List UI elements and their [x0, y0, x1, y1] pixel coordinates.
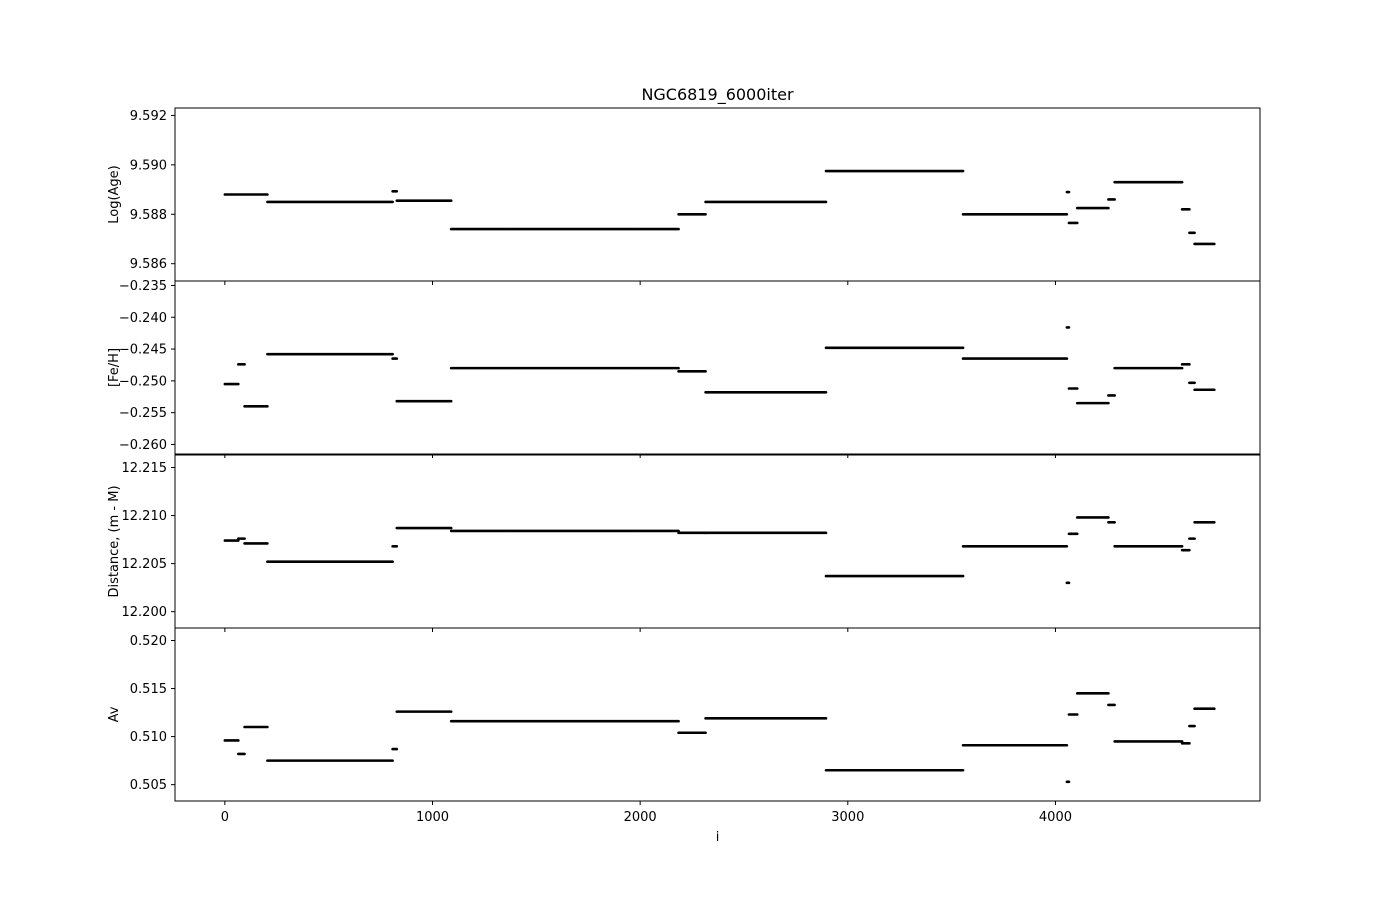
y-tick-label: −0.245: [119, 343, 167, 358]
y-tick-label: 9.586: [130, 257, 167, 272]
y-tick-label: 12.215: [122, 461, 168, 476]
chart-title: NGC6819_6000iter: [641, 85, 794, 105]
panel-frame: [174, 454, 1261, 629]
y-tick-label: −0.235: [119, 279, 167, 294]
y-tick-label: −0.255: [119, 406, 167, 421]
y-tick-label: 12.200: [122, 605, 168, 620]
y-axis-label: Log(Age): [107, 165, 122, 224]
y-tick-label: −0.250: [119, 374, 167, 389]
panel-frame: [174, 280, 1261, 455]
panel-1: 9.586 9.588 9.590 9.592 Log(Age): [107, 107, 1261, 285]
y-tick-label: −0.260: [119, 438, 167, 453]
x-tick-label: 4000: [1039, 810, 1072, 825]
y-tick-label: 0.520: [130, 634, 167, 649]
y-tick-label: 0.515: [130, 682, 167, 697]
y-tick-label: 0.505: [130, 778, 167, 793]
y-tick-label: 12.210: [122, 509, 168, 524]
y-axis-label: Av: [107, 706, 122, 722]
y-tick-label: 12.205: [122, 557, 168, 572]
y-axis-label: Distance, (m - M): [107, 485, 122, 597]
x-tick-label: 0: [221, 810, 229, 825]
x-tick-label: 1000: [416, 810, 449, 825]
y-tick-label: 9.588: [130, 208, 167, 223]
x-tick-label: 2000: [624, 810, 657, 825]
panel-frame: [174, 627, 1261, 802]
panels-group: 9.586 9.588 9.590 9.592 Log(Age) −0.260 −0.255…: [107, 107, 1261, 825]
y-tick-label: 0.510: [130, 730, 167, 745]
panel-4: 0.505 0.510 0.515 0.520 Av 0 1000 2000 3000 4000: [107, 627, 1261, 825]
panel-frame: [174, 107, 1261, 282]
y-tick-label: −0.240: [119, 311, 167, 326]
x-tick-label: 3000: [831, 810, 864, 825]
y-axis-label: [Fe/H]: [107, 348, 122, 387]
x-axis-label: i: [716, 830, 720, 845]
panel-2: −0.260 −0.255 −0.250 −0.245 −0.240 −0.235 [Fe/…: [107, 279, 1261, 458]
y-tick-label: 9.590: [130, 158, 167, 173]
y-tick-label: 9.592: [130, 109, 167, 124]
